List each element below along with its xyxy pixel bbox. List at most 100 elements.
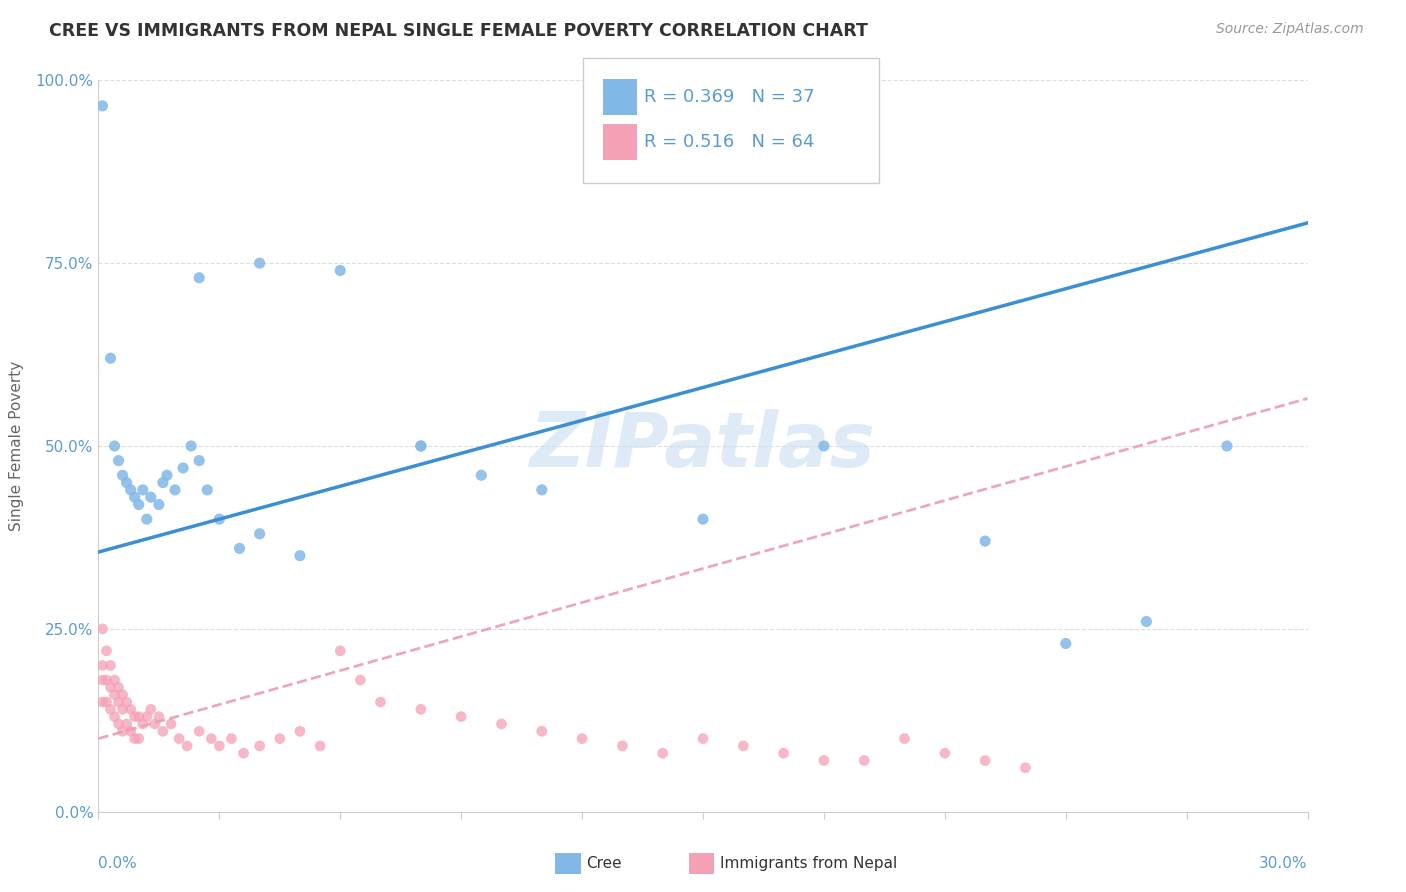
Point [120, 702, 142, 716]
Point [128, 709, 150, 723]
Text: R = 0.516   N = 64: R = 0.516 N = 64 [644, 133, 814, 151]
Point [409, 702, 432, 716]
Point [115, 717, 138, 731]
Point [208, 739, 231, 753]
Point [772, 746, 794, 760]
Point [571, 731, 593, 746]
Point [128, 731, 150, 746]
Point [612, 739, 634, 753]
Text: 0.0%: 0.0% [98, 855, 138, 871]
Point [160, 717, 183, 731]
Point [111, 688, 134, 702]
Point [124, 709, 146, 723]
Point [120, 483, 142, 497]
Point [115, 695, 138, 709]
Point [813, 754, 835, 768]
Point [651, 746, 673, 760]
Point [269, 731, 291, 746]
Point [100, 681, 122, 695]
Text: ZIPatlas: ZIPatlas [530, 409, 876, 483]
Point [91, 622, 114, 636]
Point [1135, 615, 1157, 629]
Point [853, 754, 876, 768]
Point [132, 483, 155, 497]
Point [249, 526, 271, 541]
Point [100, 351, 122, 366]
Point [288, 549, 311, 563]
Point [309, 739, 332, 753]
Point [132, 717, 155, 731]
Point [124, 731, 146, 746]
Point [167, 731, 190, 746]
Point [934, 746, 956, 760]
Point [91, 695, 114, 709]
Point [470, 468, 492, 483]
Point [148, 498, 170, 512]
Point [96, 695, 118, 709]
Point [329, 644, 352, 658]
Point [152, 724, 174, 739]
Point [103, 709, 125, 723]
Point [163, 483, 186, 497]
Point [692, 512, 714, 526]
Point [152, 475, 174, 490]
Point [228, 541, 250, 556]
Point [120, 724, 142, 739]
Point [107, 681, 129, 695]
Point [176, 739, 198, 753]
Point [349, 673, 371, 687]
Point [409, 439, 432, 453]
Point [111, 468, 134, 483]
Point [530, 483, 553, 497]
Point [128, 498, 150, 512]
Point [692, 731, 714, 746]
Point [103, 439, 125, 453]
Text: Cree: Cree [586, 856, 621, 871]
Point [115, 475, 138, 490]
Point [180, 439, 202, 453]
Point [100, 702, 122, 716]
Point [139, 702, 162, 716]
Point [103, 673, 125, 687]
Point [208, 512, 231, 526]
Point [111, 702, 134, 716]
Point [148, 709, 170, 723]
Point [329, 263, 352, 277]
Point [124, 490, 146, 504]
Point [195, 483, 218, 497]
Point [91, 673, 114, 687]
Point [221, 731, 243, 746]
Point [135, 709, 157, 723]
Point [974, 534, 997, 549]
Point [530, 724, 553, 739]
Point [156, 468, 179, 483]
Point [188, 270, 211, 285]
Point [232, 746, 254, 760]
Point [1054, 636, 1077, 650]
Text: 30.0%: 30.0% [1260, 855, 1308, 871]
Y-axis label: Single Female Poverty: Single Female Poverty [10, 361, 24, 531]
Point [249, 739, 271, 753]
Point [91, 658, 114, 673]
Point [188, 453, 211, 467]
Text: CREE VS IMMIGRANTS FROM NEPAL SINGLE FEMALE POVERTY CORRELATION CHART: CREE VS IMMIGRANTS FROM NEPAL SINGLE FEM… [49, 22, 868, 40]
Point [200, 731, 222, 746]
Point [409, 439, 432, 453]
Text: Source: ZipAtlas.com: Source: ZipAtlas.com [1216, 22, 1364, 37]
Point [172, 461, 194, 475]
Point [893, 731, 915, 746]
Point [1216, 439, 1239, 453]
Point [249, 256, 271, 270]
Point [974, 754, 997, 768]
Text: R = 0.369   N = 37: R = 0.369 N = 37 [644, 88, 814, 106]
Point [91, 99, 114, 113]
Point [96, 644, 118, 658]
Point [103, 688, 125, 702]
Point [135, 512, 157, 526]
Text: Immigrants from Nepal: Immigrants from Nepal [720, 856, 897, 871]
Point [111, 724, 134, 739]
Point [107, 695, 129, 709]
Point [733, 739, 755, 753]
Point [96, 673, 118, 687]
Point [491, 717, 513, 731]
